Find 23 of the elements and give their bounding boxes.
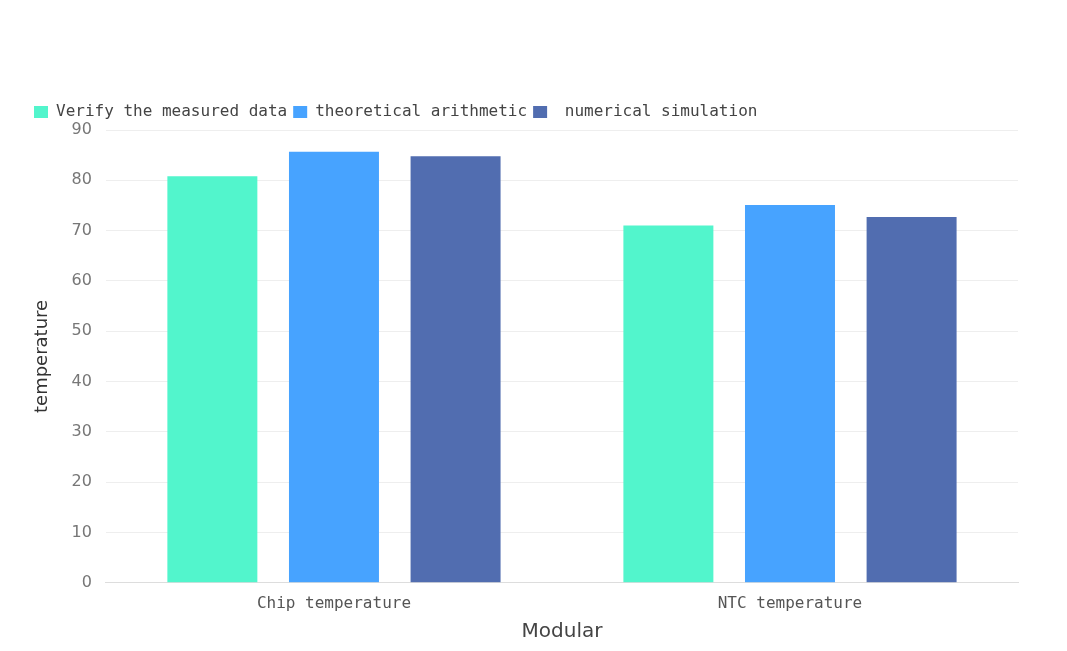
x-axis-title: Modular (521, 618, 604, 643)
bar (167, 176, 258, 583)
y-tick-label: 90 (71, 119, 92, 139)
y-tick-label: 70 (71, 219, 92, 239)
y-tick-label: 50 (71, 320, 92, 340)
y-tick-label: 10 (71, 521, 92, 541)
y-tick-label: 30 (71, 421, 92, 441)
y-tick-label: 40 (71, 370, 92, 390)
y-tick-label: 80 (71, 169, 92, 189)
bar (745, 204, 835, 583)
y-tick-label: 20 (71, 471, 92, 491)
bar (410, 156, 501, 583)
legend-label: numerical simulation (555, 101, 758, 121)
bar (866, 217, 957, 583)
legend-label: Verify the measured data (56, 101, 288, 121)
x-tick-label: NTC temperature (717, 592, 863, 612)
y-tick-label: 60 (71, 270, 92, 290)
y-tick-label: 0 (81, 571, 92, 591)
legend-label: theoretical arithmetic (315, 101, 528, 121)
bar (623, 225, 714, 583)
y-axis-title: temperature (30, 299, 52, 413)
x-tick-label: Chip temperature (256, 592, 412, 612)
bar (288, 151, 379, 583)
